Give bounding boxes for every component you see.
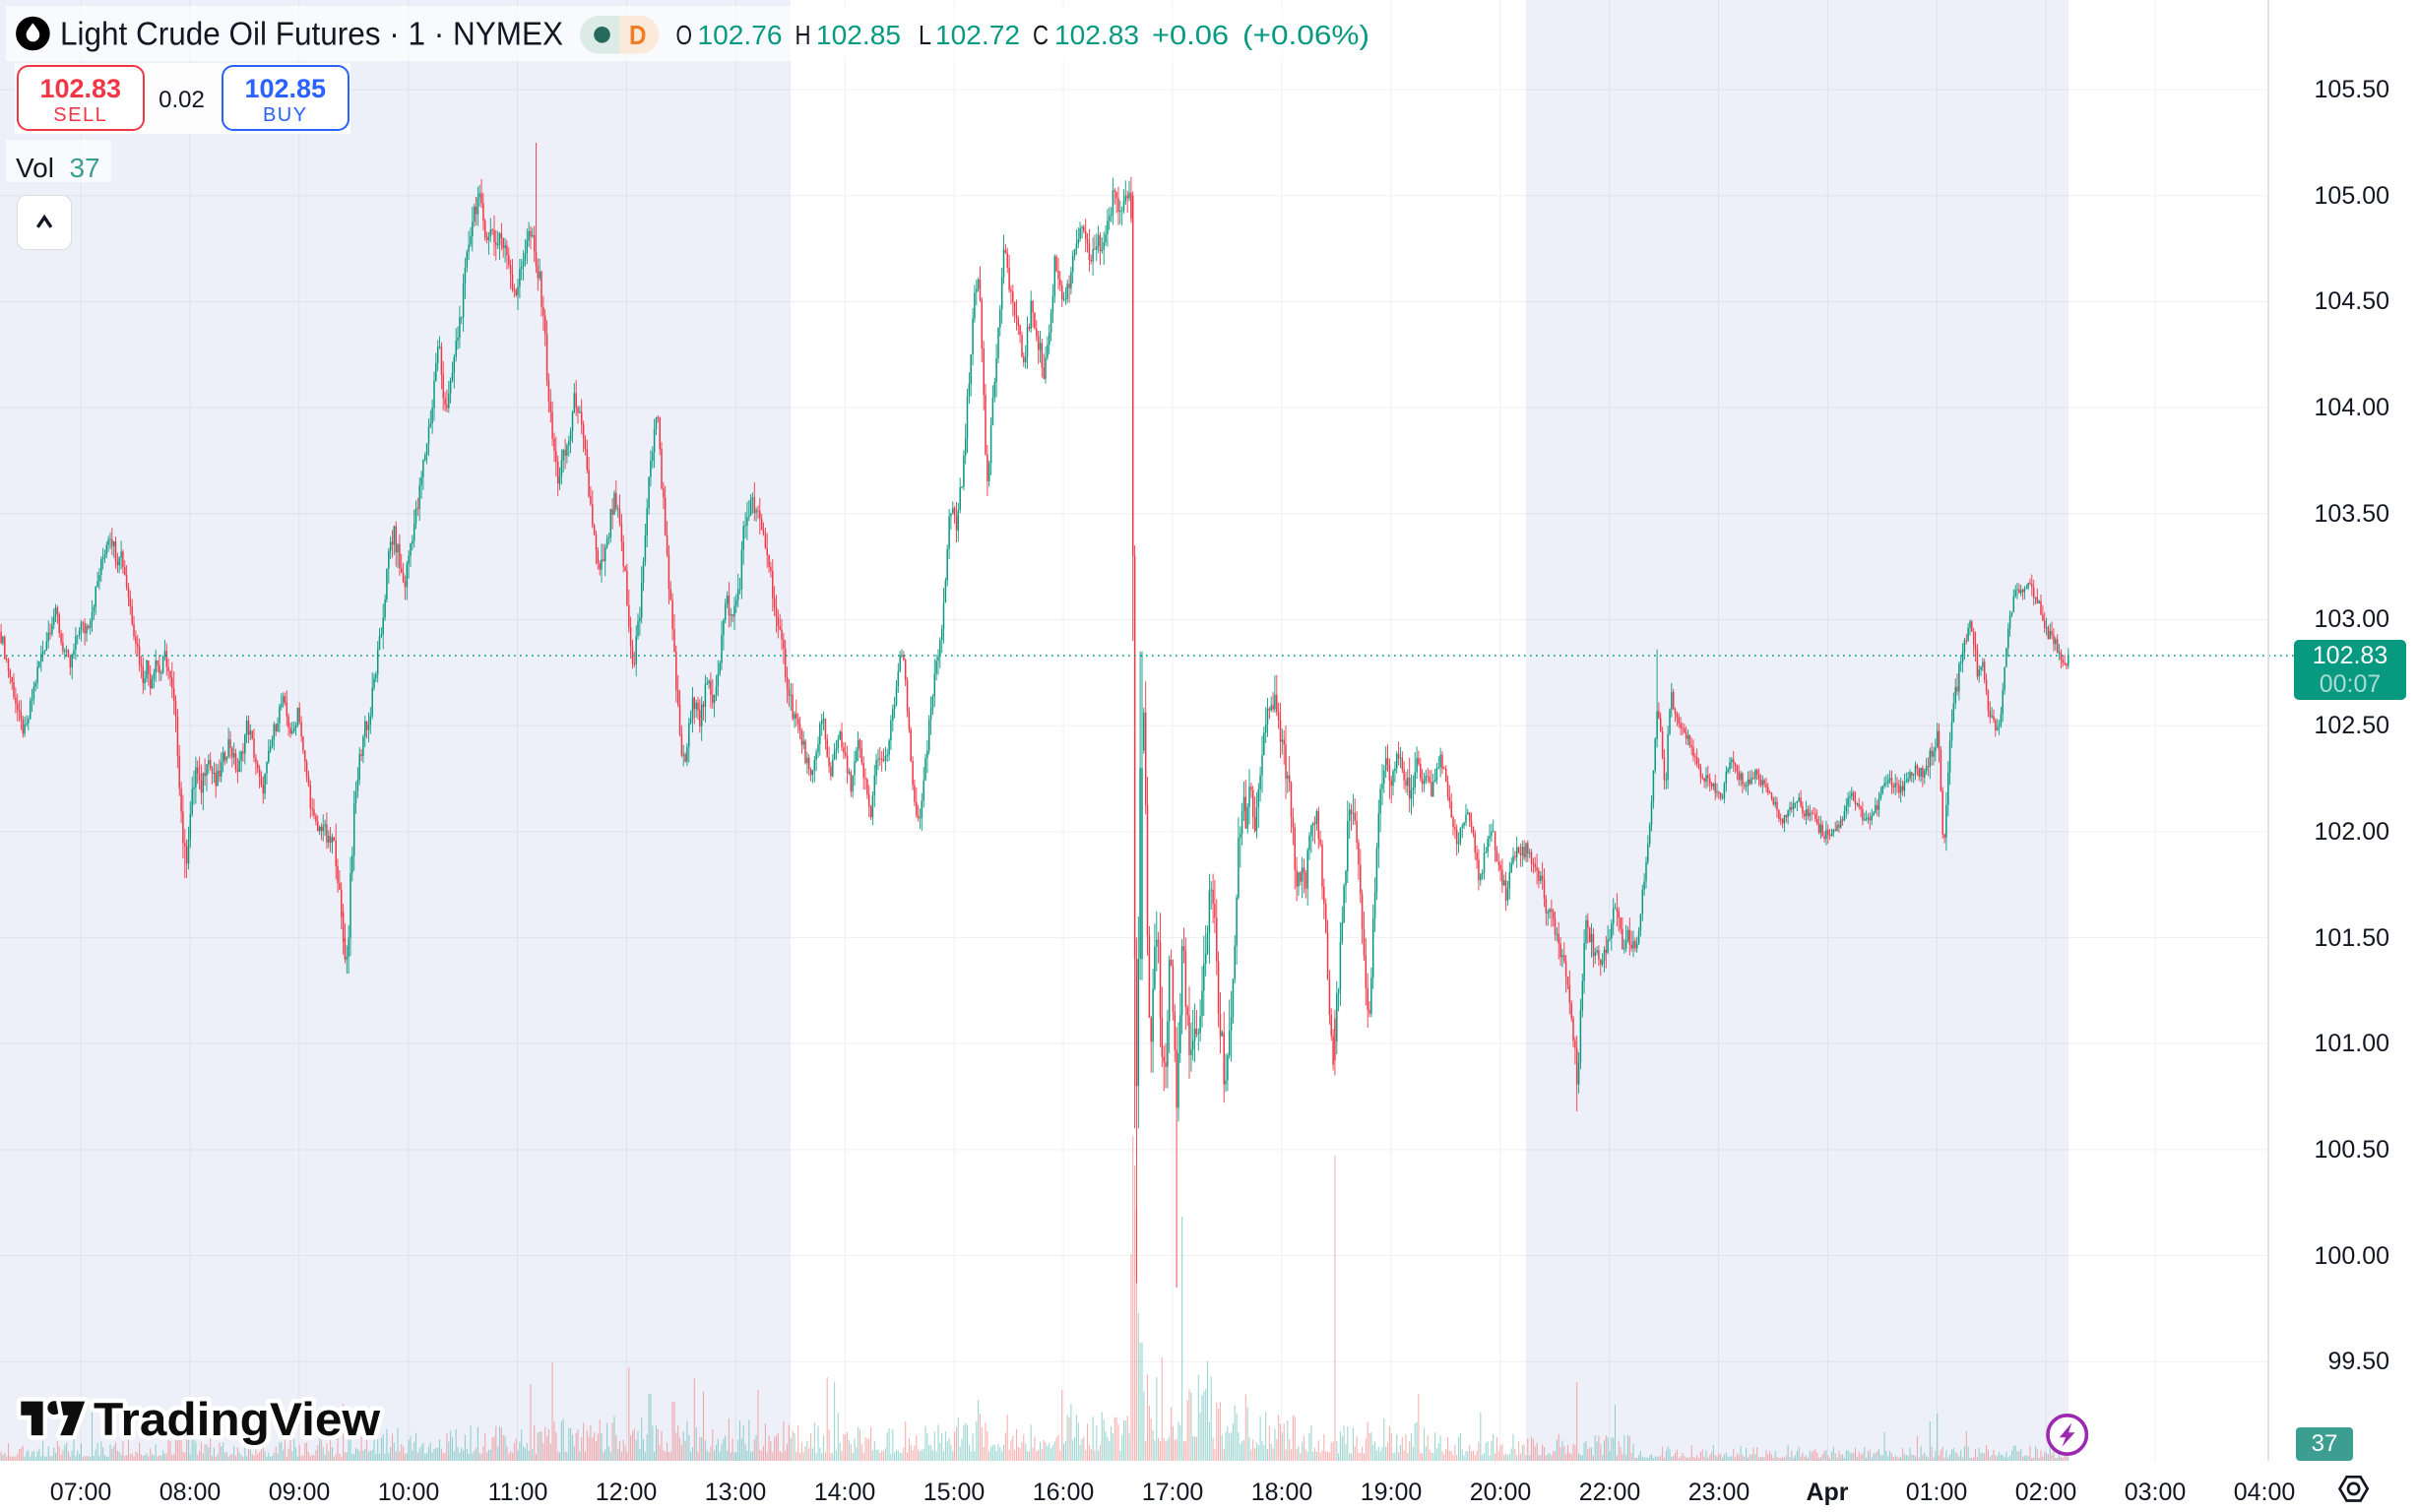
svg-text:D: D bbox=[629, 20, 647, 50]
svg-text:102.85: 102.85 bbox=[816, 20, 901, 50]
svg-text:H: H bbox=[795, 20, 811, 50]
svg-text:+0.06: +0.06 bbox=[1152, 20, 1229, 50]
svg-text:C: C bbox=[1033, 20, 1049, 50]
svg-text:O: O bbox=[676, 20, 693, 50]
svg-text:102.72: 102.72 bbox=[935, 20, 1020, 50]
svg-text:TradingView: TradingView bbox=[94, 1393, 380, 1445]
svg-text:102.76: 102.76 bbox=[698, 20, 783, 50]
svg-text:L: L bbox=[919, 20, 931, 50]
svg-text:(+0.06%): (+0.06%) bbox=[1242, 20, 1369, 50]
svg-text:Light Crude Oil Futures · 1 ·: Light Crude Oil Futures · 1 · NYMEX bbox=[60, 16, 563, 52]
svg-text:102.83: 102.83 bbox=[1054, 20, 1139, 50]
